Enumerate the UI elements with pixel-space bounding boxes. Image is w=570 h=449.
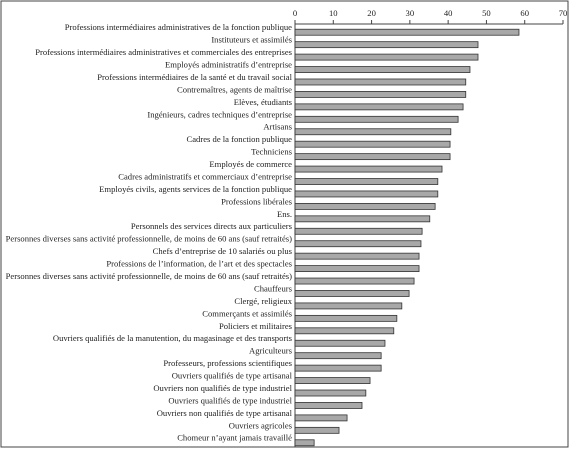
bar	[294, 178, 439, 185]
y-tick-label: Chomeur n’ayant jamais travaillé	[177, 433, 292, 443]
y-tick-label: Personnels des services directs aux part…	[131, 221, 293, 231]
y-tick-label: Chefs d’entreprise de 10 salariés ou plu…	[153, 246, 293, 256]
y-tick-label: Professions libérales	[221, 196, 293, 206]
x-tick-label: 10	[329, 8, 338, 18]
bar	[294, 128, 452, 136]
y-tick-label: Personnes diverses sans activité profess…	[6, 234, 293, 244]
bar	[294, 190, 439, 198]
bar	[294, 402, 363, 409]
x-tick-label: 0	[293, 8, 297, 18]
y-tick-label: Cadres de la fonction publique	[187, 134, 293, 144]
bar	[294, 140, 451, 148]
y-tick-label: Ouvriers qualifiés de type industriel	[168, 395, 292, 405]
y-tick-label: Ouvriers agricoles	[229, 420, 293, 430]
y-tick-label: Ouvriers qualifiés de type artisanal	[172, 371, 293, 381]
bar	[294, 91, 467, 98]
bar	[294, 240, 422, 248]
bar	[294, 78, 467, 86]
bar	[294, 426, 340, 434]
y-tick-label: Professions de l’information, de l’art e…	[106, 259, 292, 269]
bar	[294, 115, 459, 123]
y-tick-label: Employés civils, agents services de la f…	[99, 184, 292, 194]
y-tick-label: Professions intermédiaires administrativ…	[65, 22, 292, 32]
y-tick-label: Agriculteurs	[249, 346, 293, 356]
bar	[294, 327, 395, 335]
y-tick-label: Commerçants et assimilés	[202, 308, 292, 318]
bar	[294, 227, 423, 235]
bar	[294, 153, 451, 161]
y-tick-label: Cadres administratifs et commerciaux d’e…	[118, 171, 292, 181]
bar	[294, 202, 436, 210]
bar	[294, 66, 471, 73]
x-tick-label: 40	[444, 8, 453, 18]
y-tick-label: Instituteurs et assimilés	[211, 35, 292, 45]
y-tick-label: Professeurs, professions scientifiques	[163, 358, 292, 368]
bar	[294, 215, 431, 223]
y-tick-label: Ingénieurs, cadres techniques d’entrepri…	[147, 109, 292, 119]
y-tick-label: Professions intermédiaires administrativ…	[35, 47, 292, 57]
x-tick-label: 50	[482, 8, 491, 18]
bar	[294, 165, 443, 173]
y-tick-label: Ouvriers non qualifiés de type industrie…	[153, 383, 292, 393]
y-tick-label: Ouvriers qualifiés de la manutention, du…	[53, 333, 293, 343]
y-tick-label: Ens.	[277, 209, 292, 219]
y-tick-label: Elèves, étudiants	[234, 97, 293, 107]
y-tick-label: Personnes diverses sans activité profess…	[6, 271, 293, 281]
bar	[294, 439, 315, 447]
y-tick-label: Contremaîtres, agents de maîtrise	[177, 84, 292, 94]
bar	[294, 28, 520, 36]
bar	[294, 377, 371, 384]
bar	[294, 414, 348, 422]
bar	[294, 277, 415, 285]
bar	[294, 290, 410, 297]
bar	[294, 364, 382, 372]
y-tick-label: Clergé, religieux	[234, 296, 292, 306]
bar	[294, 339, 386, 347]
y-tick-label: Techniciens	[251, 147, 293, 157]
x-tick-label: 30	[406, 8, 415, 18]
bar	[294, 252, 420, 260]
bar	[294, 314, 398, 322]
y-tick-label: Employés de commerce	[209, 159, 292, 169]
y-tick-label: Policiers et militaires	[219, 321, 293, 331]
bar	[294, 389, 367, 397]
bar	[294, 302, 403, 310]
y-tick-label: Professions intermédiaires de la santé e…	[97, 72, 292, 82]
bar	[294, 53, 479, 61]
x-tick-label: 70	[559, 8, 568, 18]
bar	[294, 265, 420, 273]
bar	[294, 352, 382, 360]
y-tick-label: Ouvriers non qualifiés de type artisanal	[157, 408, 293, 418]
y-tick-label: Artisans	[263, 122, 292, 132]
bar	[294, 41, 479, 49]
y-tick-label: Employés administratifs d’entreprise	[165, 60, 292, 70]
x-tick-label: 20	[367, 8, 376, 18]
y-tick-label: Chauffeurs	[254, 283, 293, 293]
x-tick-label: 60	[520, 8, 529, 18]
bar	[294, 103, 464, 111]
